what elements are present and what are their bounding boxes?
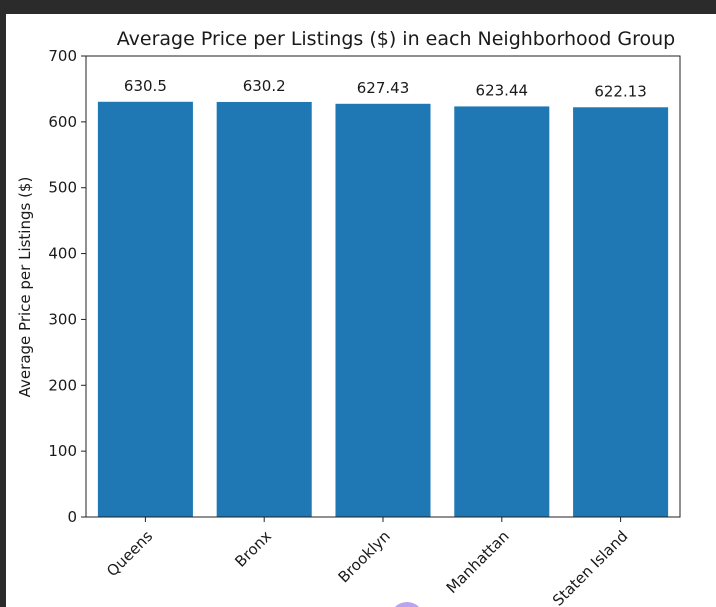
- bar: [454, 106, 550, 517]
- bar-value-label: 630.2: [243, 77, 286, 95]
- y-tick-label: 500: [48, 179, 77, 197]
- y-tick-label: 700: [48, 47, 77, 65]
- chart-title: Average Price per Listings ($) in each N…: [117, 28, 675, 50]
- bar-value-label: 630.5: [124, 77, 167, 95]
- y-tick-label: 100: [48, 442, 77, 460]
- bar: [216, 101, 312, 517]
- bar: [97, 101, 193, 517]
- y-tick-label: 400: [48, 245, 77, 263]
- bar-value-label: 627.43: [357, 79, 410, 97]
- y-tick-label: 600: [48, 113, 77, 131]
- x-tick-label: Manhattan: [443, 527, 513, 597]
- bar: [573, 107, 669, 517]
- y-tick-label: 200: [48, 376, 77, 394]
- cursor-indicator: [390, 602, 424, 607]
- y-tick-label: 300: [48, 310, 77, 328]
- bar-value-label: 622.13: [594, 82, 647, 100]
- y-axis-label: Average Price per Listings ($): [16, 177, 34, 398]
- bar-value-label: 623.44: [476, 81, 529, 99]
- bar-chart: Average Price per Listings ($) in each N…: [16, 28, 681, 607]
- x-tick-label: Queens: [103, 527, 156, 580]
- plot-area: 630.5 630.2 627.43 623.44 622.13 0 100 200 300 40…: [48, 47, 681, 607]
- bar: [335, 103, 431, 517]
- y-tick-label: 0: [67, 508, 77, 526]
- chart-frame: Average Price per Listings ($) in each N…: [6, 14, 716, 607]
- x-tick-label: Bronx: [231, 527, 275, 571]
- x-tick-label: Staten Island: [549, 527, 631, 607]
- x-tick-label: Brooklyn: [335, 527, 394, 586]
